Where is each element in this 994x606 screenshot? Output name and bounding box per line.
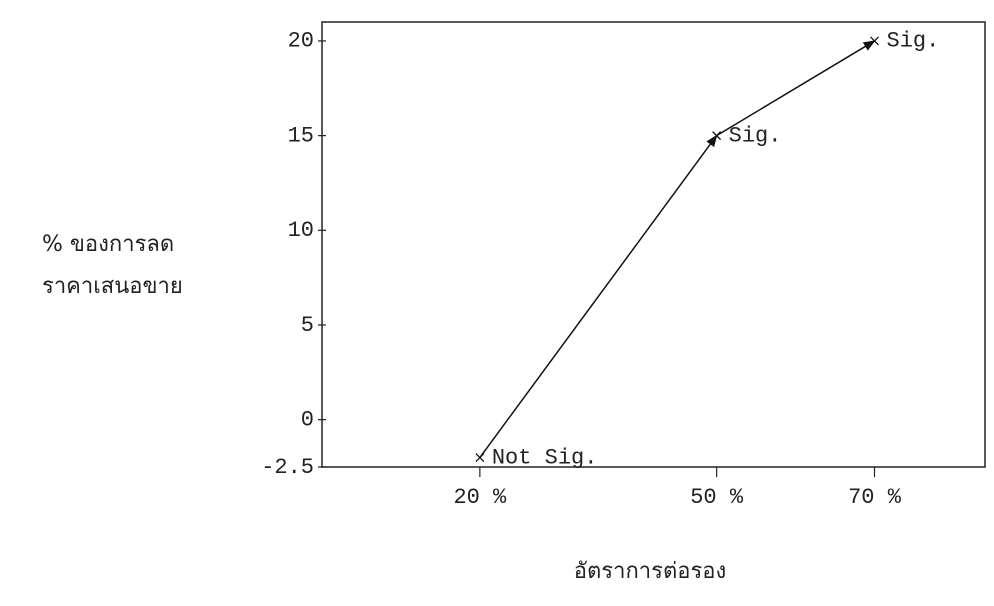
y-tick-label: 0 — [301, 407, 314, 432]
point-label: Not Sig. — [492, 445, 598, 470]
line-segment — [717, 41, 875, 136]
point-marker — [871, 37, 879, 45]
x-tick-label: 20 % — [453, 485, 507, 510]
page: {"chart_data": {"type": "line", "y_label… — [0, 0, 994, 606]
y-axis-label: % ของการลด — [42, 232, 174, 257]
y-tick-label: 10 — [288, 218, 314, 243]
point-label: Sig. — [887, 29, 940, 54]
y-tick-label: 15 — [288, 123, 314, 148]
point-marker — [476, 454, 484, 462]
y-tick-label: 20 — [288, 29, 314, 54]
y-axis-label: ราคาเสนอขาย — [42, 274, 183, 299]
x-axis-label: อัตราการต่อรอง — [574, 559, 726, 584]
chart: % ของการลด ราคาเสนอขาย อัตราการต่อรอง -2… — [0, 0, 994, 606]
y-tick-label: 5 — [301, 313, 314, 338]
point-label: Sig. — [729, 123, 782, 148]
point-marker — [713, 132, 721, 140]
x-tick-label: 50 % — [690, 485, 744, 510]
x-tick-label: 70 % — [848, 485, 902, 510]
y-tick-label: -2.5 — [261, 455, 314, 480]
plot-frame — [322, 22, 985, 467]
line-segment — [480, 136, 717, 458]
